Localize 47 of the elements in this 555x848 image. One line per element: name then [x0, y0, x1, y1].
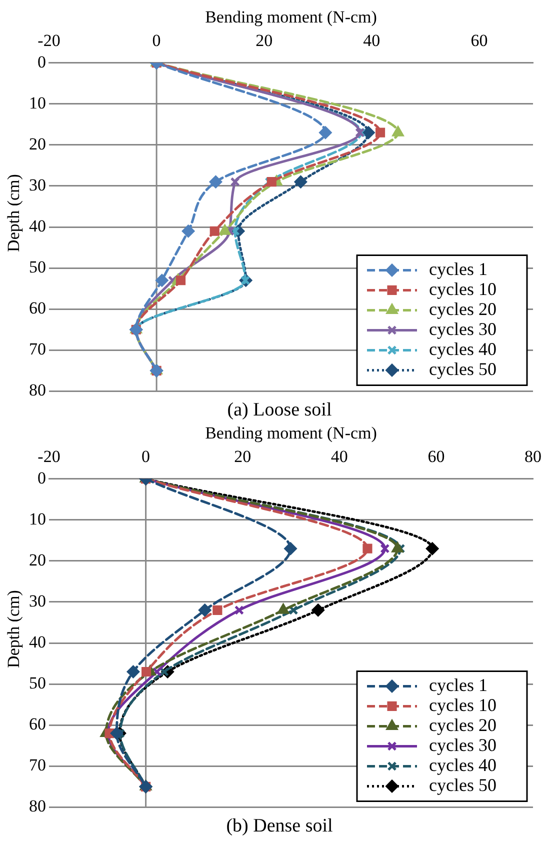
y-tick-label: 80 [29, 380, 46, 400]
y-tick-label: 60 [29, 714, 46, 734]
y-tick-label: 20 [29, 550, 46, 570]
legend-label: cycles 10 [429, 694, 496, 715]
y-tick-label: 30 [29, 175, 46, 194]
legend-label: cycles 20 [429, 714, 496, 735]
y-tick-label: 70 [29, 756, 46, 775]
text: (a) Loose soil [227, 400, 332, 421]
legend-label: cycles 30 [429, 734, 496, 755]
x-axis-title: Bending moment (N-cm) [205, 8, 377, 27]
x-tick-label: 60 [428, 447, 445, 466]
y-tick-label: 20 [29, 134, 46, 154]
legend-label: cycles 40 [429, 338, 496, 359]
y-tick-label: 80 [29, 796, 46, 816]
x-tick-label: 40 [363, 31, 380, 50]
y-tick-label: 40 [29, 216, 46, 236]
x-tick-label: 40 [330, 447, 348, 466]
x-axis-title: Bending moment (N-cm) [205, 424, 377, 443]
legend-label: cycles 50 [429, 774, 496, 795]
x-tick-label: 0 [152, 31, 161, 50]
legend-label: cycles 50 [429, 358, 496, 379]
x-tick-label: 20 [256, 31, 273, 50]
x-tick-label: 0 [142, 447, 150, 466]
legend-label: cycles 40 [429, 754, 496, 775]
y-tick-label: 50 [29, 258, 46, 277]
text: (b) Dense soil [226, 816, 333, 837]
y-axis-title: Depth (cm) [4, 174, 24, 252]
y-tick-label: 10 [29, 509, 46, 528]
x-tick-label: 80 [524, 447, 542, 466]
legend-label: cycles 20 [429, 298, 496, 319]
legend-label: cycles 10 [429, 278, 496, 299]
y-tick-label: 0 [38, 468, 46, 488]
y-axis-title: Depth (cm) [4, 590, 24, 668]
x-tick-label: 60 [470, 31, 488, 50]
y-tick-label: 50 [29, 674, 46, 693]
legend-label: cycles 30 [429, 318, 496, 339]
x-tick-label: -20 [38, 31, 60, 50]
y-tick-label: 30 [29, 591, 46, 610]
legend-label: cycles 1 [429, 674, 488, 695]
y-tick-label: 0 [38, 52, 46, 72]
legend-label: cycles 1 [429, 258, 488, 279]
y-tick-label: 70 [29, 340, 46, 359]
x-tick-label: 20 [234, 447, 252, 466]
y-tick-label: 10 [29, 93, 46, 112]
y-tick-label: 60 [29, 298, 46, 318]
y-tick-label: 40 [29, 632, 46, 652]
x-tick-label: -20 [38, 447, 60, 466]
